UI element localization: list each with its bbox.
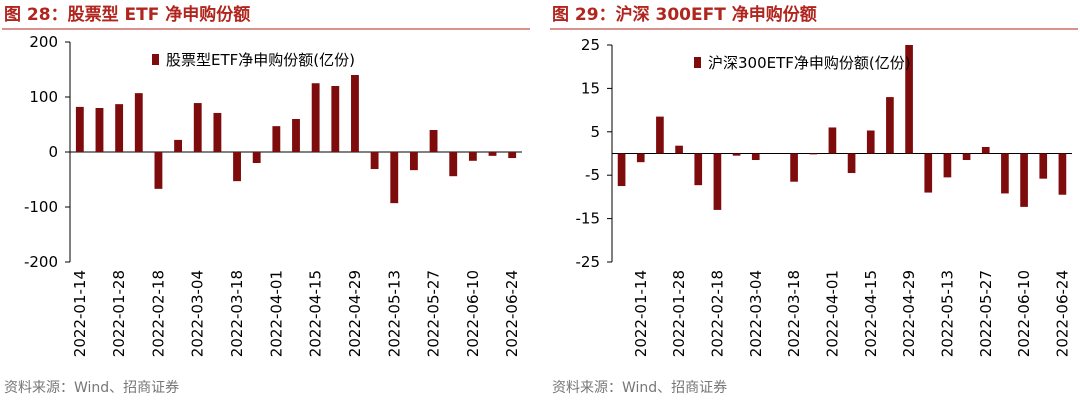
x-tick-label: 2022-02-18 [149, 270, 167, 357]
bar [193, 103, 202, 152]
x-tick-label: 2022-04-15 [307, 270, 325, 357]
bar [809, 153, 818, 155]
bar [981, 146, 990, 154]
bar [962, 153, 971, 161]
x-tick-label: 2022-03-04 [747, 270, 765, 357]
bar [1001, 153, 1009, 194]
source-note: 资料来源：Wind、招商证券 [4, 380, 179, 396]
chart-title: 图 29：沪深 300EFT 净申购份额 [552, 4, 817, 25]
bar [713, 153, 722, 210]
bar [351, 75, 359, 152]
bar [390, 152, 399, 204]
bar [732, 153, 741, 156]
x-tick-label: 2022-04-15 [862, 270, 880, 357]
bar [468, 152, 477, 161]
x-tick-label: 2022-01-28 [670, 270, 688, 357]
x-tick-label: 2022-01-14 [71, 270, 89, 357]
bar [1020, 153, 1028, 207]
x-tick-label: 2022-01-28 [110, 270, 128, 357]
x-tick-label: 2022-06-10 [1015, 270, 1033, 357]
bar [828, 127, 837, 154]
y-tick-label: 25 [581, 36, 600, 54]
bar [292, 119, 300, 152]
bar [790, 153, 798, 182]
bar [751, 153, 760, 161]
bar [409, 152, 418, 171]
bar [636, 153, 645, 163]
x-tick-label: 2022-05-13 [938, 270, 956, 357]
bar [174, 139, 183, 152]
x-tick-label: 2022-03-18 [228, 270, 246, 357]
bar [905, 45, 913, 154]
x-tick-label: 2022-05-27 [977, 270, 995, 357]
y-tick-label: -15 [576, 210, 601, 228]
bar [115, 104, 124, 152]
legend-label: 股票型ETF净申购份额(亿份) [166, 51, 355, 69]
x-tick-label: 2022-06-10 [464, 270, 482, 357]
bar [943, 153, 952, 178]
y-tick-label: -25 [576, 253, 601, 271]
legend-label: 沪深300ETF净申购份额(亿份) [708, 54, 911, 72]
bar [213, 112, 222, 152]
bar [1039, 153, 1048, 179]
bar [866, 130, 875, 154]
y-tick-label: -100 [24, 198, 58, 216]
bar [617, 153, 626, 187]
bar [656, 116, 664, 154]
x-tick-label: 2022-06-24 [1053, 270, 1071, 357]
bar [924, 153, 933, 193]
y-tick-label: 5 [590, 123, 600, 141]
y-tick-label: 15 [581, 79, 600, 97]
y-tick-label: -5 [585, 166, 600, 184]
x-tick-label: 2022-01-14 [632, 270, 650, 357]
x-tick-label: 2022-02-18 [708, 270, 726, 357]
bar [429, 130, 438, 152]
bar [272, 126, 281, 152]
bar [675, 145, 683, 154]
y-tick-label: -200 [24, 253, 58, 271]
x-tick-label: 2022-04-01 [267, 270, 285, 357]
bar [154, 152, 163, 189]
x-tick-label: 2022-04-29 [346, 270, 364, 357]
legend-swatch [694, 57, 701, 68]
bar [370, 152, 379, 170]
x-tick-label: 2022-06-24 [503, 270, 521, 357]
chart-title: 图 28：股票型 ETF 净申购份额 [4, 4, 250, 25]
y-tick-label: 200 [29, 33, 58, 51]
bar [233, 152, 241, 182]
bar [449, 152, 458, 177]
bar [311, 83, 320, 152]
bar [95, 108, 104, 152]
legend-swatch [152, 54, 159, 65]
x-tick-label: 2022-04-29 [900, 270, 918, 357]
bar [252, 152, 261, 163]
bar [331, 86, 340, 152]
bar [75, 106, 84, 152]
x-tick-label: 2022-04-01 [823, 270, 841, 357]
x-tick-label: 2022-03-04 [189, 270, 207, 357]
x-tick-label: 2022-05-13 [385, 270, 403, 357]
x-tick-label: 2022-05-27 [425, 270, 443, 357]
bar [508, 152, 517, 159]
bar [886, 97, 894, 154]
source-note: 资料来源：Wind、招商证券 [552, 380, 727, 396]
bar [847, 153, 856, 174]
bar [1058, 153, 1067, 195]
bar [134, 93, 143, 152]
bar [488, 152, 497, 156]
x-tick-label: 2022-03-18 [785, 270, 803, 357]
y-tick-label: 100 [29, 88, 58, 106]
bar [694, 153, 703, 186]
y-tick-label: 0 [48, 143, 58, 161]
